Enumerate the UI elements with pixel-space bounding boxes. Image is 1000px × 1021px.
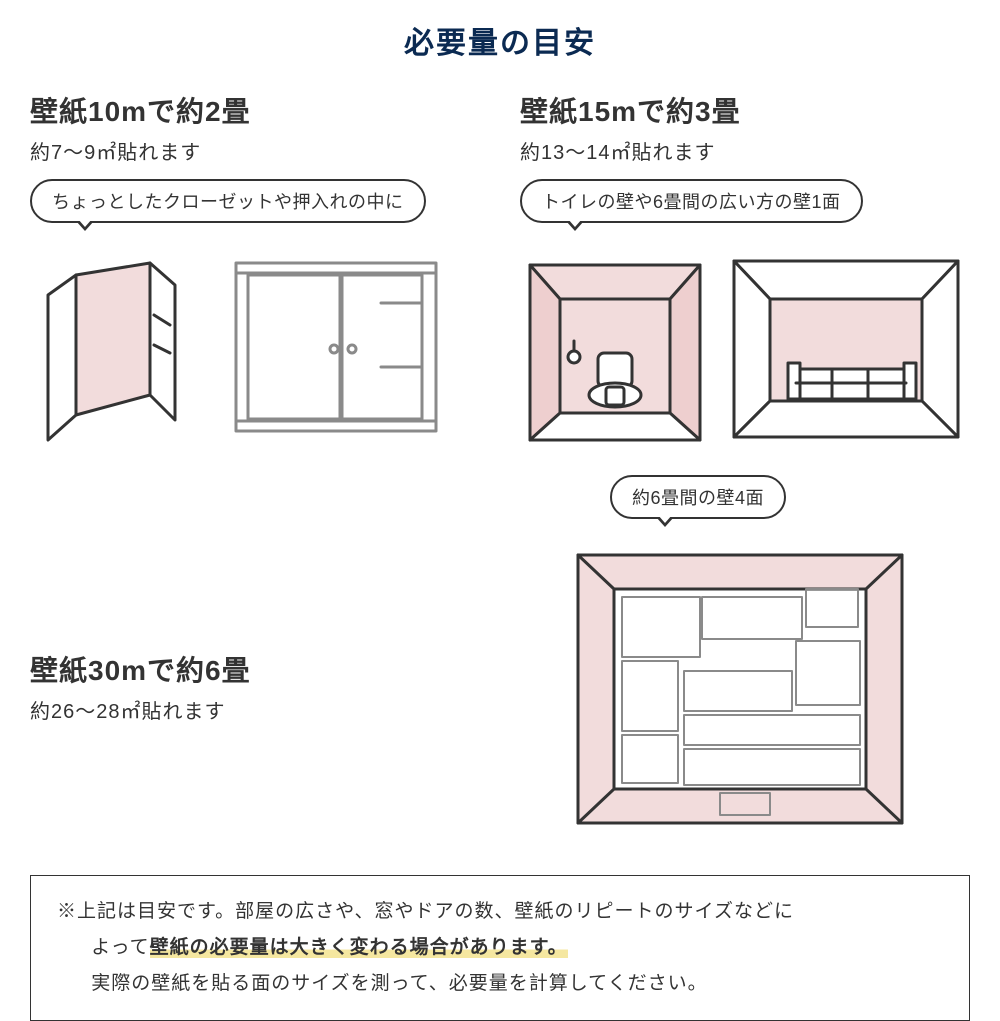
note-line-1: ※上記は目安です。部屋の広さや、窓やドアの数、壁紙のリピートのサイズなどに <box>57 894 943 930</box>
block-sub: 約26～28㎡貼れます <box>30 695 480 724</box>
block-10m: 壁紙10mで約2畳 約7～9㎡貼れます ちょっとしたクローゼットや押入れの中に <box>30 90 480 445</box>
note-line-3: 実際の壁紙を貼る面のサイズを測って、必要量を計算してください。 <box>57 966 943 1002</box>
note-line-3-text: 実際の壁紙を貼る面のサイズを測って、必要量を計算してください。 <box>91 973 707 994</box>
block-sub: 約7～9㎡貼れます <box>30 136 480 165</box>
closet-icon <box>30 245 210 445</box>
block-heading: 壁紙15mで約3畳 <box>520 90 970 130</box>
speech-bubble: トイレの壁や6畳間の広い方の壁1面 <box>520 179 863 223</box>
room-four-walls-icon <box>560 541 930 841</box>
toilet-room-icon <box>520 245 710 445</box>
content-grid: 壁紙10mで約2畳 約7～9㎡貼れます ちょっとしたクローゼットや押入れの中に <box>30 90 970 841</box>
block-heading: 壁紙10mで約2畳 <box>30 90 480 130</box>
speech-bubble: ちょっとしたクローゼットや押入れの中に <box>30 179 426 223</box>
block-30m: 壁紙30mで約6畳 約26～28㎡貼れます <box>30 579 480 738</box>
block-30m-illustration: 約6畳間の壁4面 <box>520 475 970 841</box>
block-15m: 壁紙15mで約3畳 約13～14㎡貼れます トイレの壁や6畳間の広い方の壁1面 <box>520 90 970 445</box>
footer-note: ※上記は目安です。部屋の広さや、窓やドアの数、壁紙のリピートのサイズなどに よっ… <box>30 875 970 1021</box>
note-line-2-pre: よって <box>91 937 149 958</box>
block-heading: 壁紙30mで約6畳 <box>30 649 480 689</box>
speech-bubble: 約6畳間の壁4面 <box>610 475 786 519</box>
sliding-closet-icon <box>226 245 456 445</box>
note-line-2: よって壁紙の必要量は大きく変わる場合があります。 <box>57 930 943 966</box>
room-one-wall-icon <box>726 245 966 445</box>
note-highlight: 壁紙の必要量は大きく変わる場合があります。 <box>150 937 568 958</box>
block-sub: 約13～14㎡貼れます <box>520 136 970 165</box>
page-title: 必要量の目安 <box>30 18 970 62</box>
